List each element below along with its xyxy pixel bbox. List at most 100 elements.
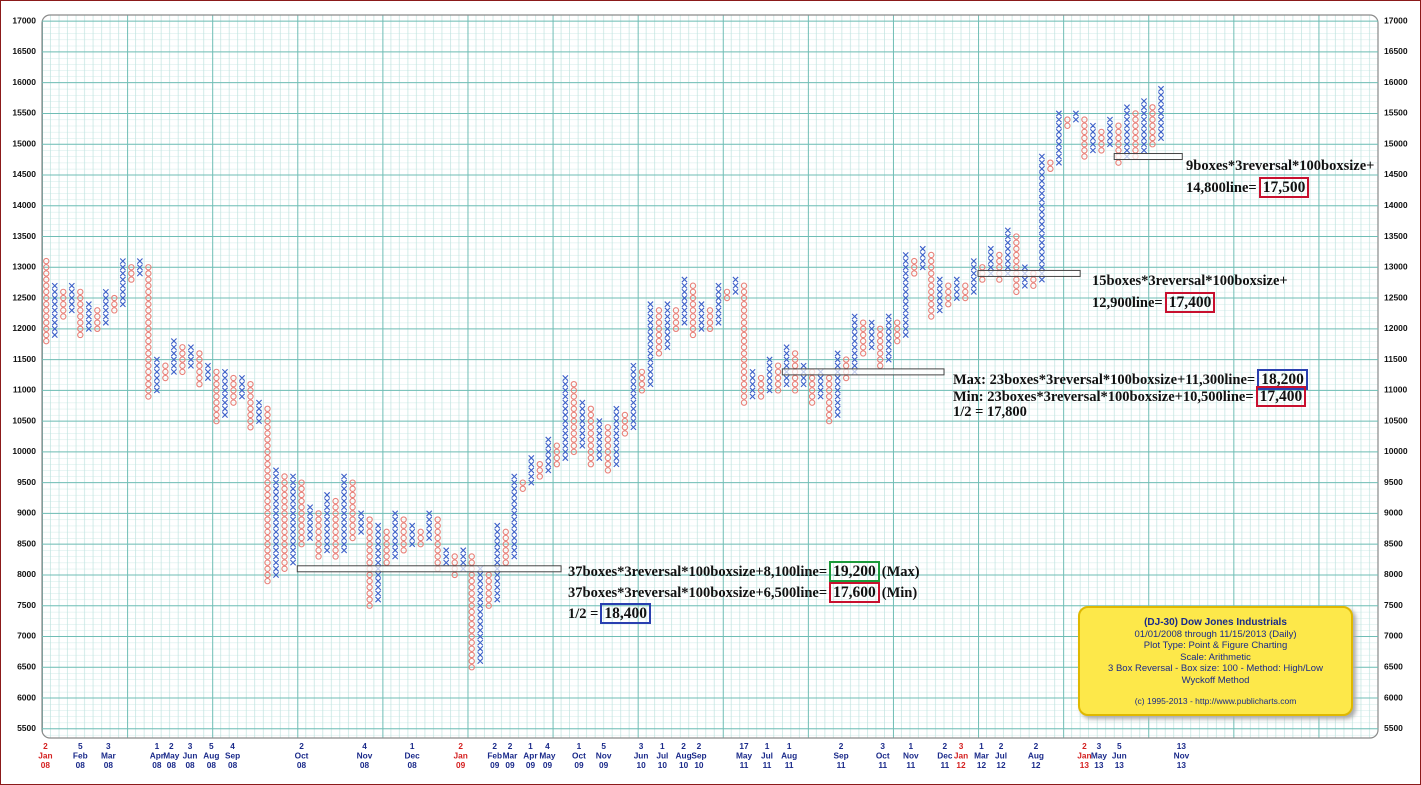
y-tick-label: 11500 — [13, 354, 36, 364]
x-column — [426, 510, 433, 542]
x-column — [51, 282, 58, 339]
x-tick-label: Jun — [183, 751, 198, 761]
o-column — [740, 282, 748, 406]
annotation-text: 15boxes*3reversal*100boxsize+ — [1092, 273, 1288, 289]
x-tick-label: 13 — [1094, 760, 1104, 770]
annotation-suffix: (Max) — [881, 564, 920, 580]
o-column — [1149, 104, 1156, 148]
x-column — [358, 510, 365, 535]
x-tick-label: 2 — [943, 741, 948, 751]
o-column — [808, 368, 816, 406]
annotation-line: 12,900line= 17,400 — [1092, 292, 1288, 313]
y-tick-label-right: 11500 — [1384, 354, 1407, 364]
x-column — [1038, 153, 1045, 283]
x-tick-label: Oct — [572, 751, 586, 761]
x-tick-label: 08 — [207, 760, 217, 770]
x-tick-label: 1 — [155, 741, 160, 751]
x-tick-label: 08 — [104, 760, 114, 770]
y-tick-label-right: 10500 — [1384, 415, 1408, 425]
x-column — [102, 288, 109, 326]
y-tick-label-right: 7500 — [1384, 600, 1403, 610]
annotation-text: 14,800line= — [1186, 180, 1257, 196]
x-tick-label: 1 — [979, 741, 984, 751]
x-column — [936, 276, 943, 314]
x-column — [545, 436, 552, 474]
x-tick-label: 2 — [1034, 741, 1039, 751]
x-tick-label: Mar — [503, 751, 519, 761]
x-tick-label: 08 — [167, 760, 177, 770]
x-column — [289, 473, 297, 566]
x-tick-label: 1 — [765, 741, 770, 751]
y-tick-label-right: 12500 — [1384, 292, 1408, 302]
annotation-text: Min: 23boxes*3reversal*100boxsize+10,500… — [953, 389, 1254, 405]
annotation-text: 37boxes*3reversal*100boxsize+6,500line= — [568, 585, 828, 601]
x-tick-label: 11 — [785, 760, 794, 770]
o-column — [536, 461, 544, 480]
x-tick-label: Jul — [995, 751, 1007, 761]
count-line — [977, 269, 1081, 277]
x-tick-label: 2 — [999, 741, 1004, 751]
x-column — [596, 418, 603, 462]
x-column — [477, 565, 484, 665]
x-tick-label: Aug — [781, 751, 797, 761]
x-column — [902, 251, 909, 339]
x-tick-label: 1 — [660, 741, 665, 751]
annotation-line: 9boxes*3reversal*100boxsize+ — [1186, 157, 1374, 177]
o-column — [349, 479, 356, 542]
o-column — [945, 282, 952, 308]
y-tick-label: 13000 — [12, 262, 36, 272]
x-column — [511, 473, 518, 560]
x-tick-label: Oct — [876, 751, 890, 761]
y-tick-label: 16000 — [12, 77, 36, 87]
x-column — [324, 491, 331, 554]
o-column — [400, 516, 407, 554]
o-column — [247, 381, 254, 431]
x-tick-label: 12 — [1031, 760, 1041, 770]
x-column — [749, 368, 756, 400]
annotation-result: 18,400 — [600, 603, 652, 624]
x-tick-label: 13 — [1177, 741, 1187, 751]
x-tick-label: Jan — [954, 751, 968, 761]
annotation-text: 12,900line= — [1092, 295, 1163, 311]
x-column — [766, 356, 773, 394]
x-column — [715, 282, 722, 326]
x-tick-label: 11 — [740, 760, 749, 770]
x-column — [204, 362, 211, 382]
legend-line: Wyckoff Method — [1181, 674, 1250, 686]
y-tick-label-right: 15500 — [1384, 108, 1408, 118]
y-tick-label-right: 7000 — [1384, 631, 1403, 641]
y-tick-label: 8500 — [17, 538, 36, 548]
y-tick-label: 15500 — [12, 108, 36, 118]
x-tick-label: Dec — [405, 751, 421, 761]
x-tick-label: 11 — [878, 760, 887, 770]
y-tick-label: 13500 — [12, 231, 36, 241]
x-tick-label: 2 — [681, 741, 686, 751]
x-column — [85, 301, 92, 332]
x-tick-label: Jul — [656, 751, 668, 761]
o-column — [502, 528, 509, 566]
y-tick-label: 6000 — [17, 692, 36, 702]
annotation-line: 37boxes*3reversal*100boxsize+6,500line= 1… — [568, 582, 920, 603]
annotation-result: 18,200 — [1257, 369, 1308, 390]
o-column — [962, 282, 969, 302]
y-tick-label-right: 9500 — [1384, 477, 1403, 487]
x-tick-label: Nov — [1174, 751, 1190, 761]
x-column — [1140, 98, 1148, 154]
o-column — [638, 368, 646, 394]
x-tick-label: 09 — [505, 760, 515, 770]
y-tick-label-right: 5500 — [1384, 723, 1403, 733]
x-tick-label: Aug — [676, 751, 692, 761]
x-tick-label: 2 — [169, 741, 174, 751]
annotation-text: 37boxes*3reversal*100boxsize+8,100line= — [568, 564, 828, 580]
x-tick-label: 11 — [906, 760, 915, 770]
x-tick-label: 08 — [360, 760, 370, 770]
annotation-line: 1/2 = 17,800 — [953, 403, 1310, 420]
annotation-line: 1/2 = 18,400 — [568, 603, 920, 624]
x-tick-label: 4 — [230, 741, 235, 751]
y-tick-label: 9500 — [17, 477, 36, 487]
o-column — [128, 264, 135, 283]
legend-line: 01/01/2008 through 11/15/2013 (Daily) — [1134, 628, 1297, 640]
y-tick-label-right: 16000 — [1384, 77, 1408, 87]
x-column — [307, 504, 314, 542]
x-tick-label: 2 — [839, 741, 844, 751]
